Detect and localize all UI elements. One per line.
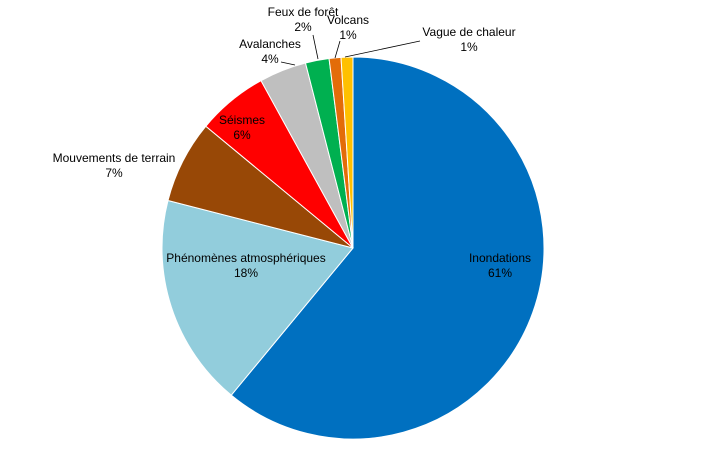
slice-percent-avalanches: 4%	[261, 52, 279, 66]
slice-label-avalanches: Avalanches	[239, 37, 301, 51]
leader-line-vague-de-chaleur	[344, 40, 421, 58]
slice-label-volcans: Volcans	[327, 13, 369, 27]
slice-label-inondations: Inondations	[469, 251, 531, 265]
slice-percent-phenomenes-atmospheriques: 18%	[234, 266, 258, 280]
pie-leader-lines	[280, 34, 421, 66]
slice-percent-inondations: 61%	[488, 266, 512, 280]
pie-slice-vague-de-chaleur	[340, 56, 354, 249]
slice-percent-seismes: 6%	[233, 128, 251, 142]
pie-slices	[161, 56, 545, 440]
pie-slice-phenomenes-atmospheriques	[161, 199, 354, 396]
slice-percent-feux-de-foret: 2%	[294, 20, 312, 34]
leader-line-avalanches	[280, 61, 296, 66]
slice-label-feux-de-foret: Feux de forêt	[268, 5, 339, 19]
leader-line-volcans	[334, 40, 341, 59]
slice-percent-vague-de-chaleur: 1%	[460, 40, 478, 54]
slice-percent-volcans: 1%	[339, 28, 357, 42]
slice-label-phenomenes-atmospheriques: Phénomènes atmosphériques	[166, 251, 325, 265]
slice-label-vague-de-chaleur: Vague de chaleur	[422, 25, 515, 39]
slice-label-seismes: Séismes	[219, 113, 265, 127]
slice-percent-mouvements-de-terrain: 7%	[105, 166, 123, 180]
pie-slice-inondations	[230, 56, 545, 440]
leader-line-feux-de-foret	[312, 34, 319, 60]
slice-label-mouvements-de-terrain: Mouvements de terrain	[53, 151, 176, 165]
